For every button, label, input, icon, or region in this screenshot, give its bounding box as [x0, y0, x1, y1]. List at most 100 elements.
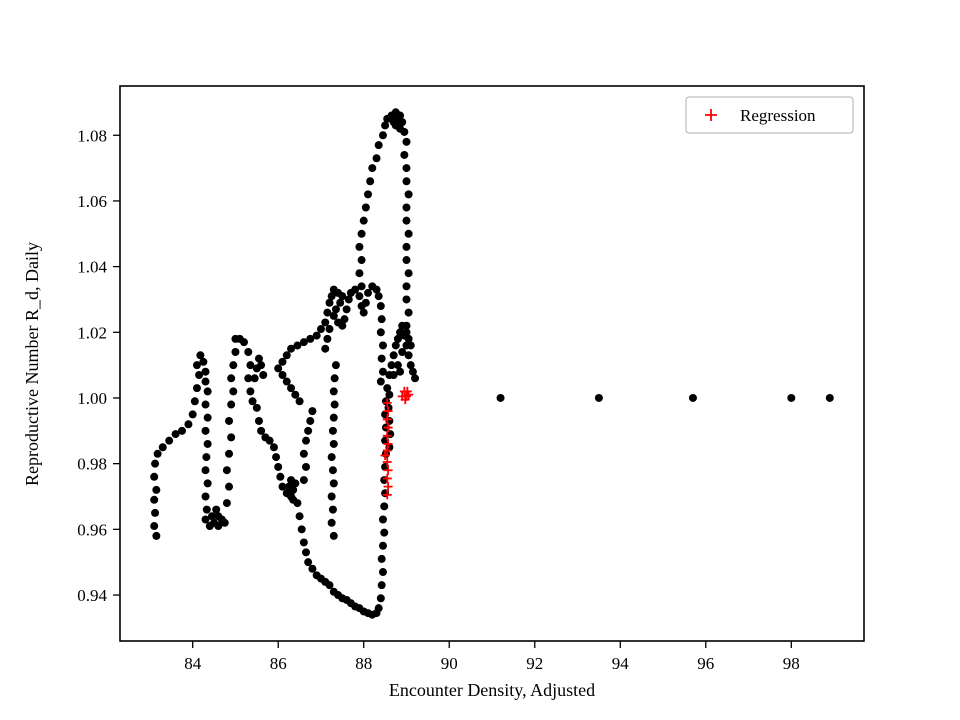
- scatter-point: [376, 302, 385, 311]
- scatter-point: [329, 387, 338, 396]
- scatter-point: [252, 403, 261, 412]
- scatter-point: [329, 479, 338, 488]
- x-tick-label: 92: [526, 654, 543, 673]
- scatter-point: [299, 538, 308, 547]
- scatter-point: [188, 410, 197, 419]
- x-tick-label: 94: [612, 654, 630, 673]
- scatter-point: [278, 357, 287, 366]
- scatter-point: [269, 443, 278, 452]
- scatter-point: [402, 242, 411, 251]
- scatter-point: [357, 256, 366, 265]
- scatter-point: [327, 453, 336, 462]
- scatter-point: [380, 502, 389, 511]
- scatter-point: [357, 229, 366, 238]
- scatter-point: [150, 495, 159, 504]
- scatter-point: [325, 325, 334, 334]
- scatter-point: [406, 341, 415, 350]
- scatter-point: [329, 531, 338, 540]
- regression-point: [383, 482, 393, 492]
- regression-point: [383, 423, 393, 433]
- scatter-point: [278, 370, 287, 379]
- x-tick-label: 96: [697, 654, 714, 673]
- scatter-point: [225, 482, 234, 491]
- scatter-point: [295, 512, 304, 521]
- scatter-point: [257, 426, 266, 435]
- regression-point: [382, 473, 392, 483]
- scatter-point: [227, 374, 236, 383]
- scatter-point: [308, 564, 317, 573]
- scatter-point: [400, 127, 409, 136]
- scatter-point: [151, 459, 160, 468]
- scatter-point: [323, 334, 332, 343]
- regression-point: [380, 450, 390, 460]
- regression-point: [383, 465, 393, 475]
- scatter-point: [331, 305, 340, 314]
- scatter-point: [402, 256, 411, 265]
- regression-point: [382, 414, 392, 424]
- scatter-point: [274, 364, 283, 373]
- y-tick-label: 1.08: [77, 126, 107, 145]
- scatter-point: [361, 298, 370, 307]
- scatter-point: [202, 453, 211, 462]
- scatter-point: [203, 413, 212, 422]
- scatter-point: [272, 453, 281, 462]
- scatter-point: [321, 344, 330, 353]
- scatter-point: [201, 426, 210, 435]
- scatter-point: [212, 505, 221, 514]
- scatter-point: [357, 282, 366, 291]
- scatter-point: [328, 426, 337, 435]
- scatter-point: [496, 393, 505, 402]
- scatter-point: [385, 390, 394, 399]
- scatter-point: [378, 568, 387, 577]
- scatter-point: [378, 131, 387, 140]
- scatter-point: [402, 177, 411, 186]
- regression-point: [382, 398, 392, 408]
- scatter-point: [408, 367, 417, 376]
- scatter-point: [287, 476, 296, 485]
- scatter-point: [199, 357, 208, 366]
- scatter-point: [355, 242, 364, 251]
- scatter-point: [229, 361, 238, 370]
- scatter-point: [331, 361, 340, 370]
- scatter-point: [299, 476, 308, 485]
- scatter-point: [338, 292, 347, 301]
- scatter-point: [342, 305, 351, 314]
- scatter-point: [378, 515, 387, 524]
- scatter-point: [327, 492, 336, 501]
- regression-point: [382, 431, 392, 441]
- scatter-point: [276, 472, 285, 481]
- scatter-point: [214, 522, 223, 531]
- scatter-point: [229, 387, 238, 396]
- scatter-point: [203, 479, 212, 488]
- x-tick-label: 86: [270, 654, 287, 673]
- scatter-point: [306, 334, 315, 343]
- points-layer: [150, 108, 834, 619]
- scatter-point: [287, 344, 296, 353]
- y-tick-label: 0.98: [77, 455, 107, 474]
- legend: Regression: [685, 96, 854, 134]
- legend-label: Regression: [740, 106, 816, 125]
- scatter-point: [328, 466, 337, 475]
- scatter-point: [297, 525, 306, 534]
- scatter-point: [302, 462, 310, 471]
- scatter-point: [381, 121, 390, 130]
- regression-point: [382, 457, 392, 467]
- y-tick-label: 1.02: [77, 323, 107, 342]
- scatter-point: [201, 377, 210, 386]
- scatter-point: [787, 393, 796, 402]
- regression-point: [382, 490, 392, 500]
- scatter-point: [201, 466, 210, 475]
- scatter-point: [387, 361, 396, 370]
- scatter-point: [201, 515, 210, 524]
- scatter-point: [351, 285, 360, 294]
- scatter-point: [295, 397, 304, 406]
- axes-frame: [119, 85, 865, 642]
- scatter-point: [380, 528, 389, 537]
- y-axis-label: Reproductive Number R_d, Daily: [22, 242, 42, 486]
- scatter-point: [377, 554, 386, 563]
- y-tick-label: 1.06: [77, 192, 107, 211]
- scatter-point: [377, 315, 386, 324]
- scatter-point: [336, 298, 345, 307]
- scatter-point: [359, 216, 368, 225]
